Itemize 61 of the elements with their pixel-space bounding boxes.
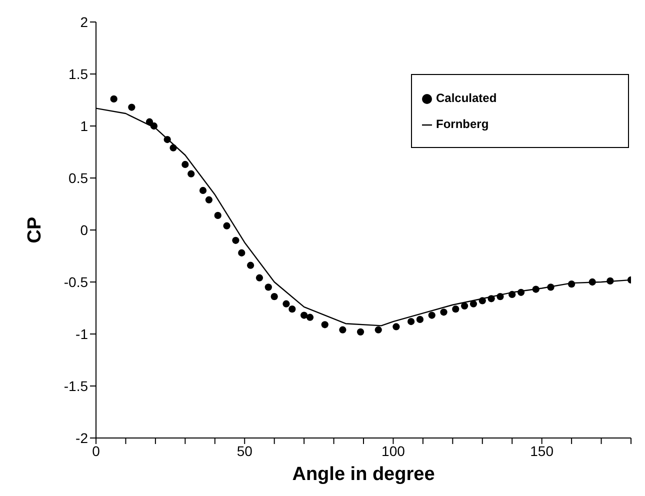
point: [199, 186, 207, 194]
point: [588, 278, 596, 286]
point: [407, 318, 415, 326]
x-axis-title: Angle in degree: [292, 464, 435, 485]
point: [532, 286, 540, 293]
point: [270, 293, 278, 300]
point: [478, 297, 486, 304]
point: [146, 118, 154, 126]
point: [428, 312, 436, 319]
y-tick-label: 0.5: [68, 170, 88, 186]
point: [547, 284, 554, 291]
point: [416, 316, 424, 323]
legend-label: Calculated: [436, 91, 497, 105]
point: [256, 274, 264, 282]
point: [339, 326, 346, 334]
point: [300, 312, 308, 319]
y-axis-title: CP: [24, 216, 46, 244]
y-tick-label: -2: [76, 430, 88, 446]
y-tick-label: 0: [80, 222, 88, 238]
point: [128, 104, 136, 111]
point: [488, 295, 495, 302]
y-tick-label: -0.5: [64, 274, 88, 290]
point: [282, 300, 290, 308]
point: [182, 160, 189, 168]
point: [568, 280, 576, 288]
point: [205, 196, 213, 204]
point: [508, 290, 516, 298]
x-tick-label: 50: [236, 442, 253, 459]
point: [188, 170, 195, 178]
point: [288, 305, 296, 313]
y-tick-label: -1.5: [64, 378, 88, 394]
y-tick-label: 1: [80, 118, 88, 134]
x-tick-label: 150: [530, 442, 554, 459]
point: [496, 293, 504, 300]
point: [452, 305, 460, 313]
point: [232, 236, 240, 244]
point: [164, 136, 171, 144]
point: [306, 314, 314, 321]
point: [214, 212, 222, 219]
y-tick-label: -1: [76, 326, 88, 342]
point: [606, 277, 614, 285]
point: [170, 144, 177, 152]
point: [321, 321, 328, 328]
y-tick-label: 2: [80, 14, 88, 30]
point: [150, 122, 158, 130]
point: [440, 308, 448, 316]
point: [264, 284, 272, 291]
x-tick-label: 0: [92, 442, 100, 459]
y-tick-label: 1.5: [68, 66, 88, 82]
point: [356, 328, 364, 336]
point: [460, 302, 468, 310]
point: [110, 95, 118, 103]
point: [470, 300, 478, 308]
point: [246, 262, 254, 269]
x-tick-label: 100: [382, 442, 406, 459]
point: [374, 326, 382, 334]
point: [517, 288, 525, 296]
point: [238, 249, 246, 256]
legend-label: Fornberg: [436, 117, 489, 131]
point: [223, 222, 230, 230]
point: [392, 323, 400, 330]
